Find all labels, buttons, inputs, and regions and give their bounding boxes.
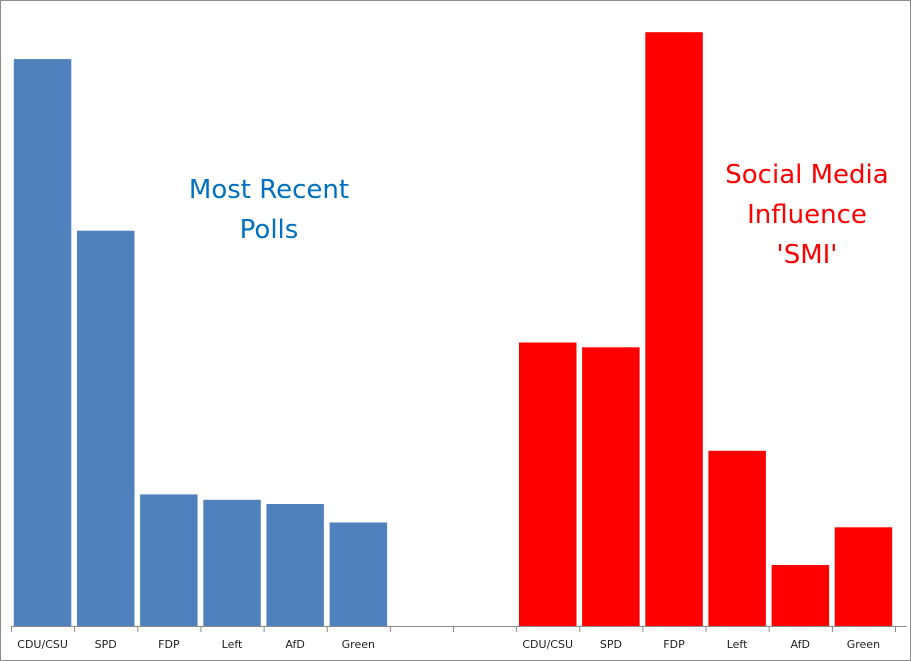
bar-smi-green — [834, 527, 893, 626]
x-tick-label: AfD — [285, 638, 304, 651]
x-tick-label: CDU/CSU — [522, 638, 573, 651]
category-labels: CDU/CSU SPD FDP Left AfD Green CDU/CSU SPD FDP Le… — [17, 638, 880, 651]
x-tick-label: AfD — [791, 638, 810, 651]
bar-smi-fdp — [645, 32, 703, 626]
x-tick-label: Green — [342, 638, 375, 651]
smi-annotation-line: 'SMI' — [777, 240, 838, 270]
x-tick-label: CDU/CSU — [17, 638, 68, 651]
bar-polls-left — [203, 499, 261, 626]
x-tick-label: Green — [847, 638, 880, 651]
polls-annotation-line: Polls — [240, 215, 299, 245]
x-tick-label: FDP — [158, 638, 180, 651]
bar-smi-spd — [582, 347, 640, 626]
x-tick-label: Left — [222, 638, 243, 651]
x-tick-label: FDP — [663, 638, 685, 651]
bar-polls-fdp — [140, 494, 198, 626]
x-axis — [11, 626, 907, 632]
bar-polls-spd — [77, 230, 135, 626]
annotations: Most Recent Polls Social Media Influence 'SM… — [189, 160, 889, 270]
bar-polls-green — [329, 522, 388, 626]
bar-polls-afd — [266, 504, 324, 626]
polls-annotation-line: Most Recent — [189, 175, 349, 205]
bar-smi-afd — [771, 565, 830, 626]
bar-smi-cdu-csu — [519, 342, 577, 626]
bars-layer — [13, 32, 893, 627]
x-tick-label: SPD — [600, 638, 622, 651]
smi-annotation-line: Influence — [747, 200, 867, 230]
x-tick-label: Left — [727, 638, 748, 651]
bar-smi-left — [708, 450, 766, 626]
smi-annotation-line: Social Media — [725, 160, 888, 190]
bar-polls-cdu-csu — [13, 59, 72, 627]
x-tick-label: SPD — [95, 638, 117, 651]
